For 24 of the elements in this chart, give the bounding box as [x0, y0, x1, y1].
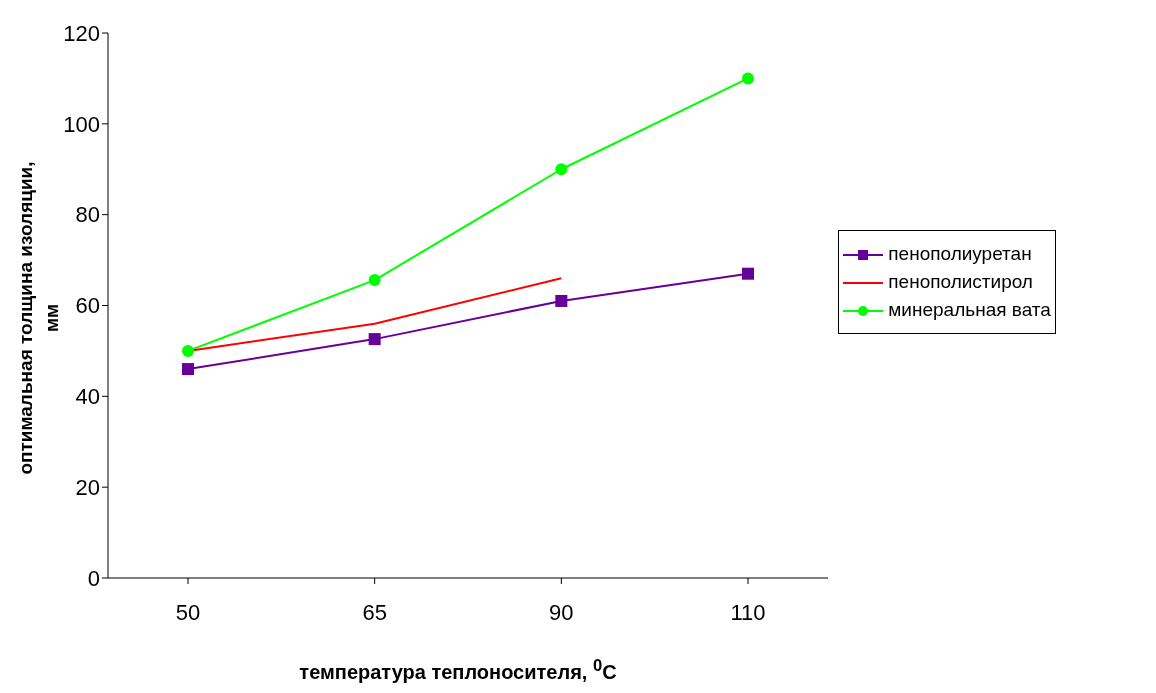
legend-label: минеральная вата [887, 299, 1051, 321]
point [368, 333, 381, 346]
point [742, 72, 754, 85]
x-tick-label: 90 [549, 599, 574, 625]
y-tick-label: 20 [75, 474, 100, 500]
point [742, 267, 754, 280]
legend-label: пенополистирол [887, 271, 1034, 293]
legend-label: пенополиуретан [887, 243, 1033, 265]
y-tick-label: 100 [63, 111, 100, 137]
y-tick-label: 60 [75, 293, 100, 319]
x-axis-title: температура теплоносителя, $^{0}$С [298, 656, 618, 684]
point [182, 363, 194, 376]
point [182, 344, 194, 357]
y-tick-label: 80 [75, 202, 100, 228]
y-tick-label: 120 [63, 20, 100, 46]
x-tick-label: 65 [362, 599, 387, 625]
x-tick-label: 110 [730, 599, 766, 625]
point [555, 294, 568, 307]
y-axis-title: оптимальная толщина изоляции, мм [15, 161, 62, 475]
y-tick-label: 0 [87, 565, 100, 591]
point [555, 163, 568, 176]
point [368, 274, 381, 287]
x-tick-label: 50 [175, 599, 201, 625]
y-tick-label: 40 [75, 384, 100, 410]
